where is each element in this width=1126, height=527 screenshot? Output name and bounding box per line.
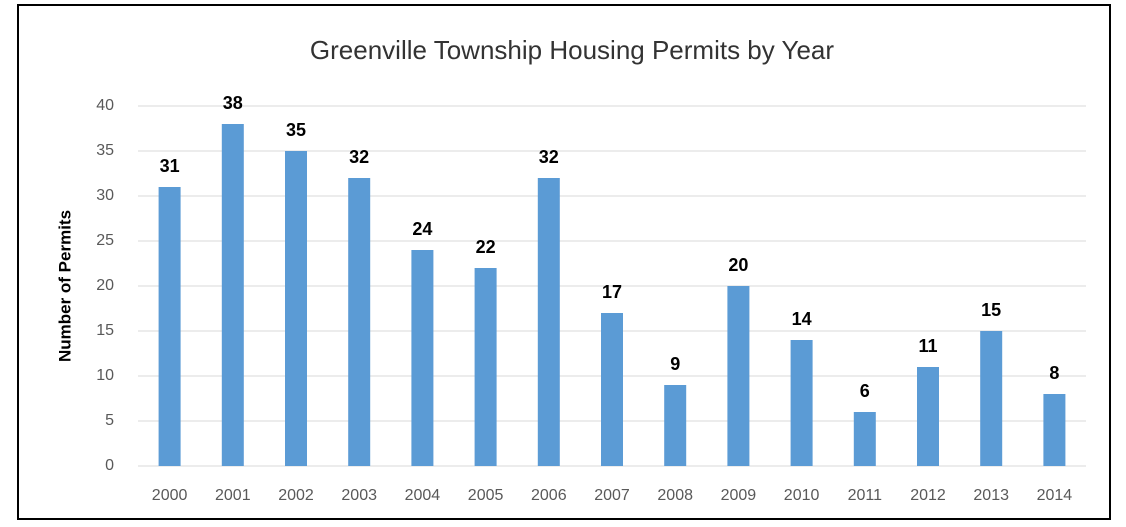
y-tick-label: 20 — [96, 277, 114, 294]
bar — [853, 412, 876, 466]
x-tick-label: 2006 — [531, 487, 567, 504]
bar — [917, 367, 939, 466]
data-label: 38 — [223, 93, 243, 113]
bar — [285, 151, 307, 466]
y-tick-label: 5 — [105, 412, 114, 429]
x-tick-label: 2002 — [278, 487, 314, 504]
bar — [727, 286, 750, 466]
bar — [348, 178, 371, 466]
y-tick-label: 35 — [96, 142, 114, 159]
bar — [1043, 394, 1066, 466]
bar — [474, 268, 497, 466]
y-tick-label: 30 — [96, 187, 114, 204]
data-label: 17 — [602, 282, 622, 302]
bar — [537, 178, 560, 466]
data-label: 20 — [728, 255, 748, 275]
x-tick-label: 2012 — [910, 487, 946, 504]
x-tick-label: 2009 — [721, 487, 757, 504]
y-tick-label: 40 — [96, 97, 114, 114]
x-tick-label: 2010 — [784, 487, 820, 504]
chart-title: Greenville Township Housing Permits by Y… — [310, 35, 834, 65]
bar — [601, 313, 623, 466]
x-tick-label: 2003 — [341, 487, 377, 504]
data-label: 15 — [981, 300, 1001, 320]
y-tick-label: 10 — [96, 367, 114, 384]
data-label: 32 — [539, 147, 559, 167]
chart-frame — [17, 4, 1111, 520]
data-label: 35 — [286, 120, 306, 140]
x-tick-label: 2011 — [848, 487, 883, 504]
bar — [790, 340, 813, 466]
x-tick-label: 2000 — [152, 487, 188, 504]
data-label: 22 — [476, 237, 496, 257]
data-label: 14 — [792, 309, 812, 329]
x-tick-label: 2008 — [657, 487, 693, 504]
x-tick-label: 2013 — [973, 487, 1009, 504]
data-label: 24 — [412, 219, 432, 239]
data-label: 9 — [670, 354, 680, 374]
y-tick-label: 25 — [96, 232, 114, 249]
bar — [411, 250, 434, 466]
x-tick-label: 2004 — [405, 487, 441, 504]
bar — [221, 124, 244, 466]
y-axis-label: Number of Permits — [55, 210, 74, 362]
x-tick-label: 2005 — [468, 487, 504, 504]
data-label: 6 — [860, 381, 870, 401]
data-label: 8 — [1049, 363, 1059, 383]
x-tick-label: 2014 — [1037, 487, 1073, 504]
bar — [158, 187, 181, 466]
bar — [664, 385, 687, 466]
data-label: 11 — [918, 336, 937, 356]
bar — [980, 331, 1003, 466]
data-label: 31 — [160, 156, 180, 176]
x-tick-label: 2001 — [215, 487, 251, 504]
y-tick-label: 0 — [105, 457, 114, 474]
y-tick-label: 15 — [96, 322, 114, 339]
x-tick-label: 2007 — [594, 487, 630, 504]
data-label: 32 — [349, 147, 369, 167]
